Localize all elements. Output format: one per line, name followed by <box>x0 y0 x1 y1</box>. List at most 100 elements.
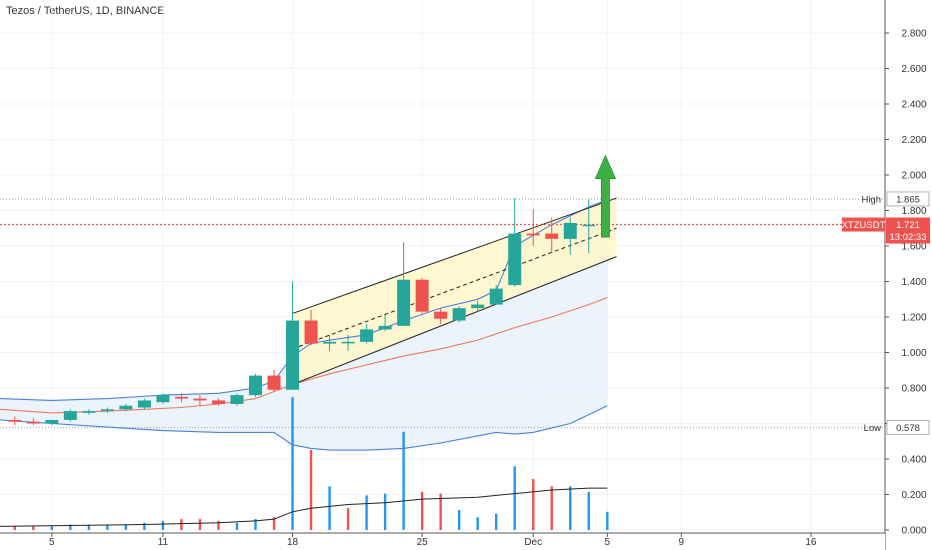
volume-bar <box>180 519 183 530</box>
candle <box>471 301 485 312</box>
volume-bar <box>550 486 553 530</box>
candle <box>360 324 374 344</box>
high-value-box <box>886 191 930 207</box>
time-tick-label: 5 <box>604 537 610 548</box>
candle-body <box>119 405 133 410</box>
band-fill <box>0 199 608 451</box>
candle-body <box>63 411 77 420</box>
volume-bar <box>87 524 91 530</box>
candle-body <box>156 395 170 403</box>
candle-body <box>45 419 59 424</box>
arrow-up-icon <box>594 154 617 238</box>
time-tick-label: 9 <box>679 537 685 548</box>
candle-body <box>230 395 244 404</box>
candle-body <box>100 409 114 412</box>
volume-bars <box>13 397 609 530</box>
candle <box>304 309 318 346</box>
volume-bar <box>457 509 461 530</box>
lower-band-line <box>0 405 608 451</box>
candle <box>156 393 170 404</box>
candle <box>211 398 225 406</box>
volume-bar <box>254 519 257 530</box>
candle <box>489 285 503 305</box>
price-tag-box <box>886 217 930 244</box>
candle-body <box>174 396 188 399</box>
volume-bar <box>161 520 165 530</box>
candle-body <box>489 288 503 305</box>
candle-body <box>286 320 300 390</box>
candle-body <box>545 233 559 239</box>
volume-bar <box>217 520 220 530</box>
volume-bar <box>606 511 609 530</box>
volume-bar <box>143 522 146 530</box>
candle-body <box>341 341 355 344</box>
low-label: Low <box>864 423 882 434</box>
candle <box>230 393 244 406</box>
candle <box>119 403 133 412</box>
price-tick-label: 0.200 <box>901 490 926 501</box>
candle <box>45 419 59 426</box>
volume-bar <box>198 519 202 530</box>
candle <box>100 407 114 413</box>
candle-body <box>82 411 96 413</box>
candle <box>137 398 151 410</box>
symbol-tag-label: XTZUSDT <box>842 220 886 231</box>
candle-body <box>526 233 540 236</box>
candle-body <box>304 320 318 344</box>
channel-mid-line <box>292 227 617 350</box>
high-label: High <box>861 194 881 205</box>
candle-body <box>397 279 411 326</box>
symbol-tag-box <box>842 217 885 232</box>
low-value: 0.578 <box>896 423 920 434</box>
candle <box>378 315 392 332</box>
candle-body <box>415 279 429 312</box>
volume-bar <box>69 524 72 530</box>
candle-body <box>323 341 337 344</box>
candle <box>545 217 559 254</box>
volume-bar <box>106 524 109 530</box>
time-tick-label: Dec <box>524 537 542 548</box>
price-axis-bg <box>885 0 932 550</box>
volume-bar <box>13 526 17 530</box>
candle-body <box>563 222 577 239</box>
volume-bar <box>513 466 516 530</box>
price-tick-label: 1.000 <box>901 348 926 359</box>
time-tick-label: 16 <box>805 537 817 548</box>
time-tick-label: 18 <box>287 537 299 548</box>
price-tag-value: 1.721 <box>896 220 920 231</box>
volume-ma-line <box>0 487 608 527</box>
candle-body <box>211 400 225 404</box>
volume-bar <box>587 491 590 530</box>
candle <box>249 373 263 397</box>
price-tick-label: 1.200 <box>901 313 926 324</box>
price-tick-label: 2.000 <box>901 171 926 182</box>
volume-bar <box>124 524 128 530</box>
candle <box>193 395 207 406</box>
volume-bar <box>328 486 331 530</box>
price-tick-label: 1.800 <box>901 206 926 217</box>
target-arrow <box>594 154 617 238</box>
volume-bar <box>272 517 276 530</box>
candles <box>8 198 596 426</box>
volume-bar <box>439 493 442 530</box>
candle-body <box>508 233 522 286</box>
candle-body <box>378 325 392 330</box>
candle <box>563 217 577 255</box>
time-tick-label: 5 <box>49 537 55 548</box>
channel-upper-line <box>292 197 617 314</box>
time-axis-bg <box>0 533 885 550</box>
candle <box>8 416 22 426</box>
price-tick-label: 2.800 <box>901 29 926 40</box>
volume-bar <box>494 513 498 530</box>
low-value-box <box>886 420 930 435</box>
price-tick-label: 2.200 <box>901 135 926 146</box>
volume-bar <box>532 479 535 530</box>
volume-bar <box>383 493 387 530</box>
high-value: 1.865 <box>896 194 920 205</box>
candle-body <box>26 421 40 424</box>
price-tag-timer: 13:02:33 <box>890 232 927 243</box>
volume-bar <box>32 526 35 530</box>
candle-body <box>8 419 22 422</box>
